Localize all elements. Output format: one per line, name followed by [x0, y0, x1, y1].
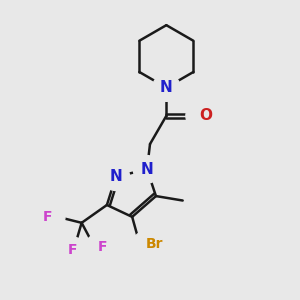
Text: N: N [141, 162, 153, 177]
Text: F: F [43, 210, 52, 224]
Text: O: O [200, 108, 213, 123]
Circle shape [60, 237, 85, 262]
Text: N: N [160, 80, 173, 95]
Text: F: F [68, 243, 77, 256]
Text: Br: Br [146, 237, 163, 250]
Circle shape [133, 156, 161, 183]
Circle shape [85, 234, 110, 259]
Circle shape [153, 74, 180, 101]
Circle shape [102, 163, 130, 190]
Circle shape [40, 204, 65, 230]
Circle shape [133, 231, 158, 256]
Text: N: N [110, 169, 122, 184]
Text: F: F [98, 240, 107, 254]
Circle shape [186, 102, 213, 130]
